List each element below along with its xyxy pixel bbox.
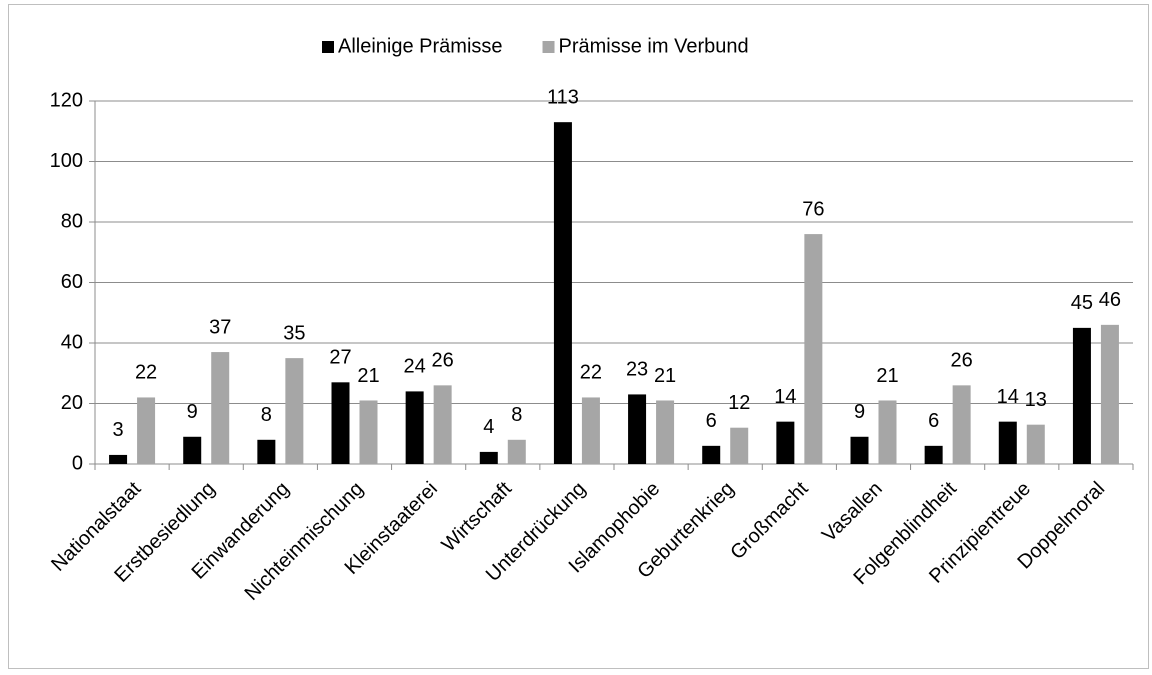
data-label: 27 <box>329 347 351 369</box>
data-label: 14 <box>997 386 1019 408</box>
bar <box>285 358 304 464</box>
data-label: 8 <box>511 404 522 426</box>
legend-swatch <box>322 41 334 53</box>
data-label: 21 <box>357 365 379 387</box>
data-label: 4 <box>483 416 494 438</box>
bar <box>1072 327 1091 464</box>
data-label: 113 <box>547 86 579 108</box>
bar <box>479 451 498 464</box>
data-label: 26 <box>951 350 973 372</box>
y-tick-label: 80 <box>61 210 83 232</box>
bar <box>581 397 600 464</box>
bar <box>804 234 823 464</box>
data-label: 24 <box>404 356 426 378</box>
bar <box>109 454 128 464</box>
bar <box>776 421 795 464</box>
data-label: 22 <box>580 362 602 384</box>
bar <box>850 436 869 464</box>
data-label: 22 <box>135 362 157 384</box>
bar <box>730 427 749 464</box>
data-label: 45 <box>1071 292 1093 314</box>
bar <box>998 421 1017 464</box>
data-label: 9 <box>854 401 865 423</box>
data-label: 21 <box>654 365 676 387</box>
bar <box>137 397 156 464</box>
data-label: 3 <box>113 419 124 441</box>
bar <box>257 439 276 464</box>
chart-border <box>8 4 1149 669</box>
data-label: 46 <box>1099 289 1121 311</box>
data-label: 6 <box>928 410 939 432</box>
bar <box>359 400 378 464</box>
y-tick-label: 0 <box>72 452 83 474</box>
y-tick-label: 100 <box>50 150 83 172</box>
data-label: 8 <box>261 404 272 426</box>
data-label: 76 <box>802 198 824 220</box>
data-label: 13 <box>1025 389 1047 411</box>
bar <box>553 122 572 465</box>
bar <box>656 400 675 464</box>
bar <box>878 400 897 464</box>
bar <box>183 436 202 464</box>
legend-swatch <box>542 41 555 53</box>
bar <box>331 382 350 464</box>
data-label: 9 <box>187 401 198 423</box>
data-label: 21 <box>876 365 898 387</box>
y-tick-label: 40 <box>61 331 83 353</box>
bar <box>405 391 424 464</box>
data-label: 23 <box>626 359 648 381</box>
data-label: 14 <box>774 386 796 408</box>
bar <box>1026 424 1045 464</box>
y-tick-label: 60 <box>61 271 83 293</box>
bar <box>924 445 943 464</box>
legend-label: Prämisse im Verbund <box>559 35 749 57</box>
legend-label: Alleinige Prämisse <box>338 35 503 57</box>
bar <box>507 439 526 464</box>
y-tick-label: 120 <box>50 89 83 111</box>
bar <box>628 394 647 464</box>
bar <box>211 352 230 464</box>
bar <box>952 385 971 464</box>
bar <box>702 445 721 464</box>
bar <box>1100 324 1119 464</box>
data-label: 12 <box>728 392 750 414</box>
bar <box>433 385 452 464</box>
data-label: 37 <box>209 316 231 338</box>
data-label: 6 <box>706 410 717 432</box>
data-label: 35 <box>283 322 305 344</box>
data-label: 26 <box>432 350 454 372</box>
y-tick-label: 20 <box>61 392 83 414</box>
